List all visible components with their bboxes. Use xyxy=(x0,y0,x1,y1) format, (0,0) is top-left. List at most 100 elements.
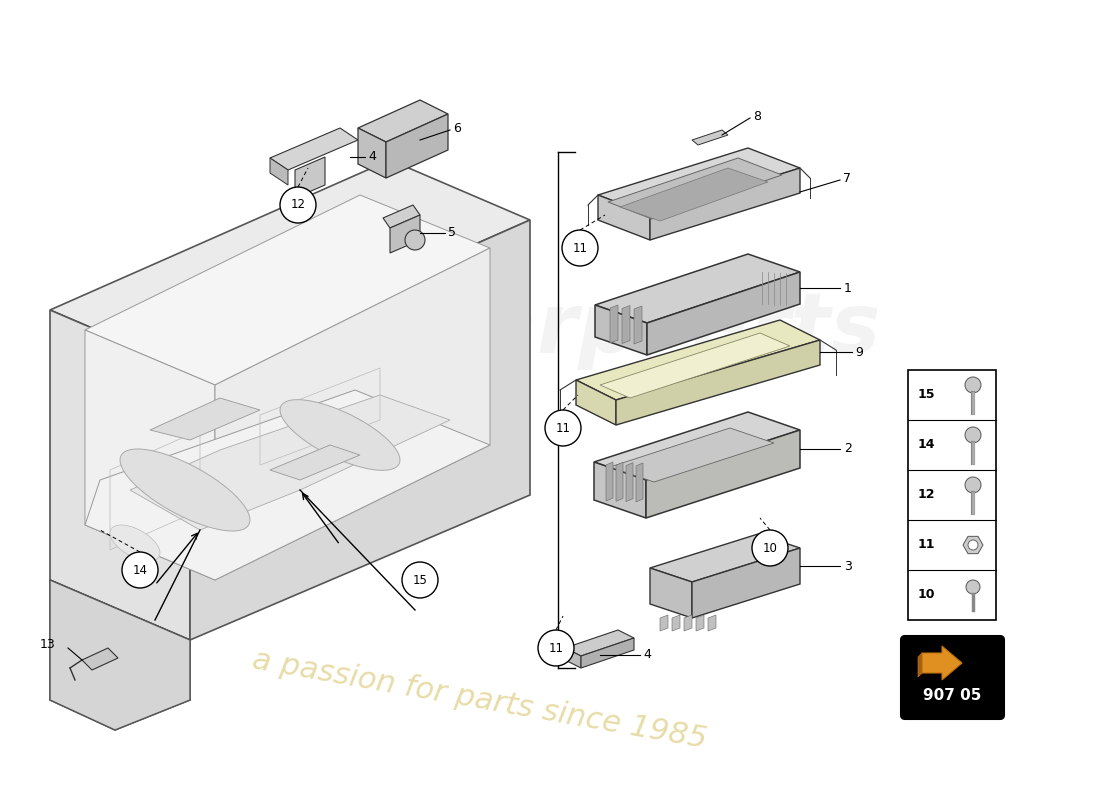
Polygon shape xyxy=(610,305,618,343)
Circle shape xyxy=(405,230,425,250)
Polygon shape xyxy=(130,395,450,530)
Circle shape xyxy=(968,540,978,550)
Polygon shape xyxy=(82,648,118,670)
Circle shape xyxy=(965,427,981,443)
Text: 1: 1 xyxy=(844,282,851,294)
Polygon shape xyxy=(280,400,400,470)
Polygon shape xyxy=(684,615,692,631)
Circle shape xyxy=(538,630,574,666)
Polygon shape xyxy=(85,330,214,580)
Polygon shape xyxy=(616,462,623,502)
Polygon shape xyxy=(50,580,190,730)
Polygon shape xyxy=(650,534,800,582)
Polygon shape xyxy=(565,630,634,656)
Polygon shape xyxy=(50,160,530,370)
Circle shape xyxy=(402,562,438,598)
Text: 5: 5 xyxy=(448,226,456,239)
Text: 4: 4 xyxy=(368,150,376,163)
Text: 8: 8 xyxy=(754,110,761,122)
Polygon shape xyxy=(600,333,790,398)
Text: 10: 10 xyxy=(762,542,778,554)
Circle shape xyxy=(122,552,158,588)
Polygon shape xyxy=(962,536,983,554)
Polygon shape xyxy=(50,310,190,640)
Polygon shape xyxy=(565,648,581,668)
Text: 2: 2 xyxy=(844,442,851,455)
Polygon shape xyxy=(581,638,634,668)
Polygon shape xyxy=(150,398,260,440)
Polygon shape xyxy=(594,412,800,480)
Polygon shape xyxy=(358,100,448,142)
Polygon shape xyxy=(270,158,288,185)
Polygon shape xyxy=(358,128,386,178)
Text: 11: 11 xyxy=(556,422,571,434)
Polygon shape xyxy=(650,168,800,240)
Polygon shape xyxy=(85,390,490,580)
Polygon shape xyxy=(214,248,490,580)
Text: eurocarpParts: eurocarpParts xyxy=(219,290,881,370)
Text: 14: 14 xyxy=(132,563,147,577)
Polygon shape xyxy=(606,462,613,501)
Text: 12: 12 xyxy=(290,198,306,211)
Polygon shape xyxy=(922,646,962,680)
Polygon shape xyxy=(110,525,160,561)
Polygon shape xyxy=(918,653,922,677)
Polygon shape xyxy=(120,449,250,531)
Polygon shape xyxy=(85,195,490,385)
Text: 13: 13 xyxy=(40,638,56,651)
Text: 12: 12 xyxy=(918,489,935,502)
Polygon shape xyxy=(672,615,680,631)
Polygon shape xyxy=(190,220,530,640)
Text: 15: 15 xyxy=(918,389,935,402)
Text: 6: 6 xyxy=(453,122,461,134)
Polygon shape xyxy=(50,580,190,730)
Text: 11: 11 xyxy=(918,538,935,551)
Text: 3: 3 xyxy=(844,559,851,573)
Circle shape xyxy=(752,530,788,566)
Polygon shape xyxy=(696,615,704,631)
Text: 907 05: 907 05 xyxy=(923,687,981,702)
Text: 4: 4 xyxy=(644,649,651,662)
Polygon shape xyxy=(646,430,800,518)
Polygon shape xyxy=(660,615,668,631)
Polygon shape xyxy=(270,445,360,480)
Polygon shape xyxy=(594,462,646,518)
Polygon shape xyxy=(270,128,358,170)
Polygon shape xyxy=(383,205,420,228)
Text: a passion for parts since 1985: a passion for parts since 1985 xyxy=(251,646,710,754)
Text: 11: 11 xyxy=(572,242,587,254)
Polygon shape xyxy=(386,114,448,178)
Polygon shape xyxy=(621,306,630,343)
Text: 10: 10 xyxy=(918,589,935,602)
Polygon shape xyxy=(708,615,716,631)
Text: 9: 9 xyxy=(855,346,862,358)
Text: 7: 7 xyxy=(843,171,851,185)
Circle shape xyxy=(965,477,981,493)
Polygon shape xyxy=(616,340,820,425)
Polygon shape xyxy=(595,305,647,355)
FancyBboxPatch shape xyxy=(901,636,1004,719)
Circle shape xyxy=(280,187,316,223)
Polygon shape xyxy=(692,548,800,618)
Polygon shape xyxy=(692,130,728,145)
Polygon shape xyxy=(608,158,782,219)
Text: 11: 11 xyxy=(549,642,563,654)
Polygon shape xyxy=(295,157,324,198)
Polygon shape xyxy=(576,320,820,400)
Polygon shape xyxy=(595,254,800,323)
Circle shape xyxy=(562,230,598,266)
Circle shape xyxy=(544,410,581,446)
Polygon shape xyxy=(598,195,650,240)
Circle shape xyxy=(966,580,980,594)
Polygon shape xyxy=(647,272,800,355)
Polygon shape xyxy=(636,463,644,502)
Circle shape xyxy=(965,377,981,393)
Polygon shape xyxy=(634,306,642,344)
Text: 14: 14 xyxy=(918,438,935,451)
Polygon shape xyxy=(650,568,692,618)
Polygon shape xyxy=(598,148,800,215)
Text: 15: 15 xyxy=(412,574,428,586)
FancyBboxPatch shape xyxy=(908,370,996,620)
Polygon shape xyxy=(390,215,420,253)
Polygon shape xyxy=(620,168,768,221)
